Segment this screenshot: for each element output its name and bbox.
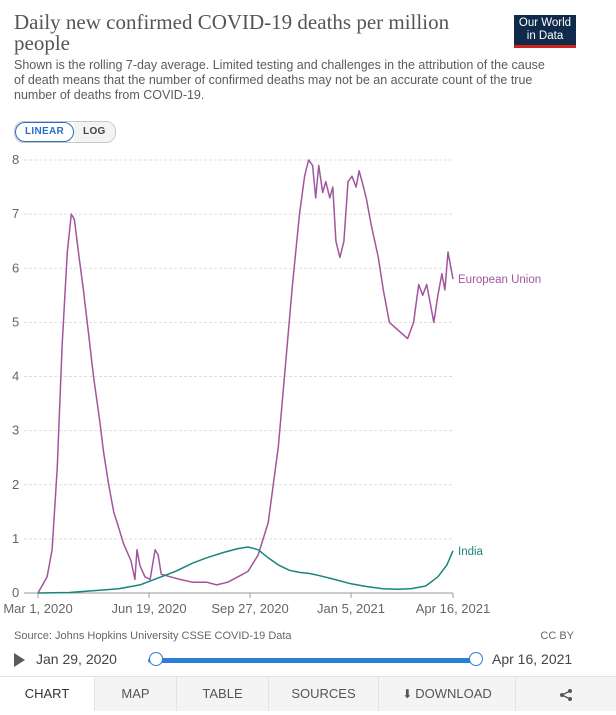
timeline-end-handle[interactable]: [469, 652, 483, 666]
y-tick-label: 5: [12, 314, 19, 329]
source-note: Source: Johns Hopkins University CSSE CO…: [14, 630, 292, 642]
timeline-track[interactable]: [148, 658, 482, 663]
y-tick-label: 0: [12, 585, 19, 600]
tab-bar: CHART MAP TABLE SOURCES ⬇ DOWNLOAD: [0, 676, 616, 715]
license-link[interactable]: CC BY: [540, 630, 574, 642]
series-labels: European Union India: [458, 274, 541, 558]
series-lines: [37, 159, 454, 594]
y-tick-label: 4: [12, 369, 19, 384]
y-tick-label: 3: [12, 423, 19, 438]
tab-chart[interactable]: CHART: [0, 677, 94, 711]
log-scale-button[interactable]: LOG: [74, 122, 115, 142]
timeline-start-label: Jan 29, 2020: [36, 651, 117, 667]
x-axis: Mar 1, 2020 Jun 19, 2020 Sep 27, 2020 Jan 5…: [3, 592, 490, 616]
x-tick-label: Mar 1, 2020: [3, 601, 72, 616]
x-tick-label: Jan 5, 2021: [317, 601, 385, 616]
series-line-india[interactable]: [37, 546, 454, 594]
y-tick-label: 6: [12, 260, 19, 275]
series-label[interactable]: European Union: [458, 274, 541, 286]
owid-logo[interactable]: Our World in Data: [514, 15, 576, 48]
timeline-start-handle[interactable]: [149, 652, 163, 666]
timeline: Jan 29, 2020 Apr 16, 2021: [0, 648, 616, 674]
linear-scale-button[interactable]: LINEAR: [15, 122, 75, 142]
y-axis-ticks: 0 1 2 3 4 5 6 7 8: [12, 152, 19, 600]
logo-line1: Our World: [518, 17, 572, 29]
x-tick-label: Apr 16, 2021: [416, 601, 490, 616]
tab-map[interactable]: MAP: [94, 677, 176, 711]
scale-toggle[interactable]: LINEAR LOG: [14, 121, 116, 143]
y-tick-label: 2: [12, 477, 19, 492]
download-icon: ⬇: [402, 687, 413, 701]
share-button[interactable]: [515, 677, 616, 711]
tab-download-label: DOWNLOAD: [415, 686, 492, 701]
x-tick-label: Jun 19, 2020: [111, 601, 186, 616]
y-tick-label: 7: [12, 206, 19, 221]
line-chart: 0 1 2 3 4 5 6 7 8 Mar 1, 2020 Jun 19, 2020 Sep 27,…: [3, 152, 541, 616]
play-icon[interactable]: [14, 653, 25, 667]
x-tick-label: Sep 27, 2020: [211, 601, 288, 616]
tab-table[interactable]: TABLE: [176, 677, 268, 711]
y-tick-label: 8: [12, 152, 19, 167]
logo-bar: [514, 45, 576, 48]
tab-sources[interactable]: SOURCES: [268, 677, 378, 711]
chart-subtitle: Shown is the rolling 7-day average. Limi…: [14, 58, 545, 102]
series-line-european-union[interactable]: [37, 159, 454, 594]
share-icon: [560, 688, 572, 701]
y-tick-label: 1: [12, 531, 19, 546]
grid-lines: [24, 159, 453, 540]
logo-line2: in Data: [526, 30, 564, 42]
series-label[interactable]: India: [458, 546, 484, 558]
chart-title: Daily new confirmed COVID-19 deaths per …: [14, 10, 450, 55]
tab-download[interactable]: ⬇ DOWNLOAD: [378, 677, 515, 711]
timeline-end-label: Apr 16, 2021: [492, 651, 573, 667]
